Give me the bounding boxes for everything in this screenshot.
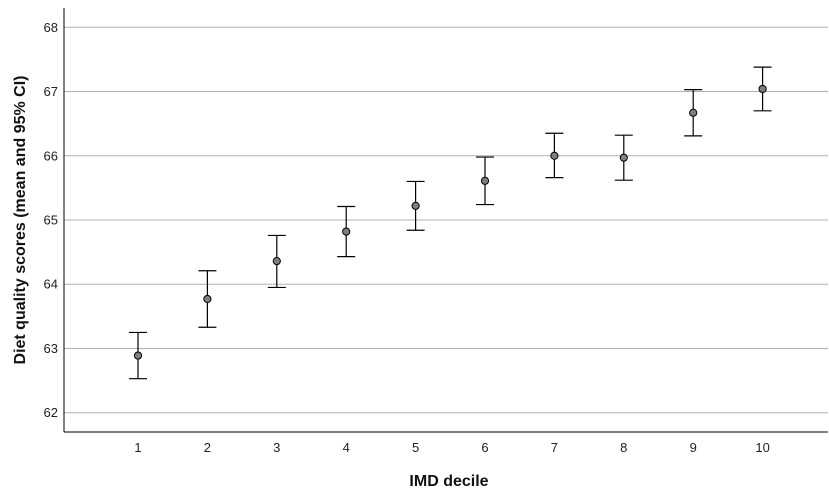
x-tick-label: 4 (343, 440, 350, 455)
mean-point (342, 227, 351, 236)
mean-point (480, 176, 490, 185)
y-tick-label: 62 (44, 405, 58, 420)
x-tick-label: 3 (273, 440, 280, 455)
x-tick-label: 6 (481, 440, 488, 455)
mean-points (133, 84, 767, 360)
gridlines (64, 26, 828, 414)
mean-point (272, 257, 281, 266)
mean-point (411, 201, 420, 210)
x-tick-label: 5 (412, 440, 419, 455)
mean-point (689, 108, 698, 117)
x-tick-label: 9 (690, 440, 697, 455)
mean-point (203, 294, 212, 304)
y-tick-label: 65 (44, 213, 58, 228)
x-tick-label: 8 (620, 440, 627, 455)
y-tick-label: 68 (44, 20, 58, 35)
axes (63, 8, 828, 433)
x-tick-label: 10 (755, 440, 769, 455)
y-tick-label: 63 (44, 341, 58, 356)
x-axis-title: IMD decile (409, 473, 488, 490)
y-axis-title: Diet quality scores (mean and 95% CI) (12, 76, 29, 365)
mean-point (133, 351, 143, 360)
y-tick-label: 67 (44, 84, 58, 99)
y-tick-label: 66 (44, 148, 58, 163)
mean-point (758, 84, 767, 94)
mean-point (619, 153, 628, 162)
y-tick-label: 64 (44, 277, 58, 292)
x-tick-label: 2 (204, 440, 211, 455)
mean-point (550, 151, 559, 160)
error-bars (129, 66, 772, 380)
x-tick-label: 7 (551, 440, 558, 455)
x-tick-label: 1 (134, 440, 141, 455)
y-tick-labels: 62 63 64 65 66 67 68 (44, 20, 58, 420)
x-tick-labels: 1 2 3 4 5 6 7 8 9 10 (134, 440, 769, 455)
